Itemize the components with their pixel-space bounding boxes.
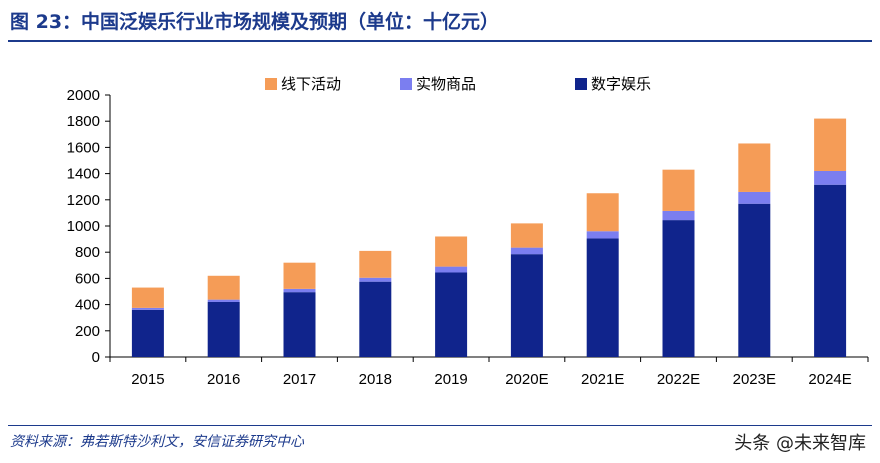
y-tick-label: 0 xyxy=(92,349,100,366)
watermark: 头条 @未来智库 xyxy=(734,433,866,454)
bar-segment-2019-数字娱乐 xyxy=(435,272,468,357)
legend-label: 线下活动 xyxy=(281,75,341,93)
legend-swatch-实物商品 xyxy=(400,78,412,90)
legend-swatch-线下活动 xyxy=(265,78,277,90)
bar-segment-2017-实物商品 xyxy=(283,288,316,293)
bar-segment-2021E-数字娱乐 xyxy=(586,238,619,357)
y-tick-label: 1800 xyxy=(67,113,100,130)
bar-segment-2016-实物商品 xyxy=(207,299,240,302)
x-tick-label: 2023E xyxy=(733,371,776,388)
y-tick-label: 600 xyxy=(75,270,100,287)
legend-swatch-数字娱乐 xyxy=(575,78,587,90)
stacked-bar-chart: 线下活动 实物商品 数字娱乐 0 200 400 600 800 1000 1200 1400 16… xyxy=(67,75,869,388)
source-note: 资料来源：弗若斯特沙利文，安信证券研究中心 xyxy=(10,434,304,450)
y-tick-label: 200 xyxy=(75,323,100,340)
x-tick-label: 2015 xyxy=(131,371,164,388)
bar-segment-2019-线下活动 xyxy=(435,236,468,267)
bar-segment-2018-实物商品 xyxy=(359,277,392,282)
x-tick-label: 2022E xyxy=(657,371,700,388)
bar-segment-2023E-数字娱乐 xyxy=(738,203,771,357)
bar-segment-2018-数字娱乐 xyxy=(359,281,392,357)
x-tick-label: 2018 xyxy=(359,371,392,388)
bar-segment-2015-实物商品 xyxy=(131,307,164,310)
bar-segment-2024E-实物商品 xyxy=(814,170,847,185)
y-tick-label: 1400 xyxy=(67,166,100,183)
bar-segment-2022E-线下活动 xyxy=(662,169,695,211)
y-tick-label: 1200 xyxy=(67,192,100,209)
bar-segment-2021E-线下活动 xyxy=(586,193,619,232)
bar-segment-2024E-数字娱乐 xyxy=(814,184,847,357)
y-tick-label: 1600 xyxy=(67,139,100,156)
bar-segment-2020E-实物商品 xyxy=(510,247,543,255)
bar-segment-2016-数字娱乐 xyxy=(207,301,240,357)
bar-segment-2016-线下活动 xyxy=(207,275,240,300)
x-tick-label: 2021E xyxy=(581,371,624,388)
y-tick-label: 400 xyxy=(75,297,100,314)
bar-segment-2024E-线下活动 xyxy=(814,118,847,171)
bar-segment-2021E-实物商品 xyxy=(586,231,619,239)
bar-segment-2015-数字娱乐 xyxy=(131,309,164,357)
bar-segment-2017-数字娱乐 xyxy=(283,292,316,357)
chart-axes: 0 200 400 600 800 1000 1200 1400 1600 1800 2000 201… xyxy=(67,87,869,388)
figure-title: 图 23：中国泛娱乐行业市场规模及预期（单位：十亿元） xyxy=(10,11,500,33)
legend-label: 数字娱乐 xyxy=(591,75,651,93)
title-divider xyxy=(8,40,872,42)
y-tick-label: 800 xyxy=(75,244,100,261)
bar-segment-2017-线下活动 xyxy=(283,262,316,289)
bar-segment-2023E-实物商品 xyxy=(738,191,771,204)
bar-segment-2023E-线下活动 xyxy=(738,143,771,192)
y-tick-label: 2000 xyxy=(67,87,100,104)
bar-segment-2020E-数字娱乐 xyxy=(510,254,543,357)
bar-segment-2022E-实物商品 xyxy=(662,210,695,221)
bar-segment-2019-实物商品 xyxy=(435,266,468,273)
y-tick-label: 1000 xyxy=(67,218,100,235)
chart-legend: 线下活动 实物商品 数字娱乐 xyxy=(265,75,651,93)
x-tick-label: 2016 xyxy=(207,371,240,388)
bar-segment-2015-线下活动 xyxy=(131,287,164,308)
bar-segment-2020E-线下活动 xyxy=(510,223,543,248)
footer-divider xyxy=(8,425,872,426)
x-tick-label: 2020E xyxy=(505,371,548,388)
x-tick-label: 2024E xyxy=(808,371,851,388)
chart-bars xyxy=(131,118,847,357)
x-tick-label: 2019 xyxy=(434,371,467,388)
legend-label: 实物商品 xyxy=(416,75,476,93)
bar-segment-2022E-数字娱乐 xyxy=(662,220,695,357)
bar-segment-2018-线下活动 xyxy=(359,250,392,278)
x-tick-label: 2017 xyxy=(283,371,316,388)
